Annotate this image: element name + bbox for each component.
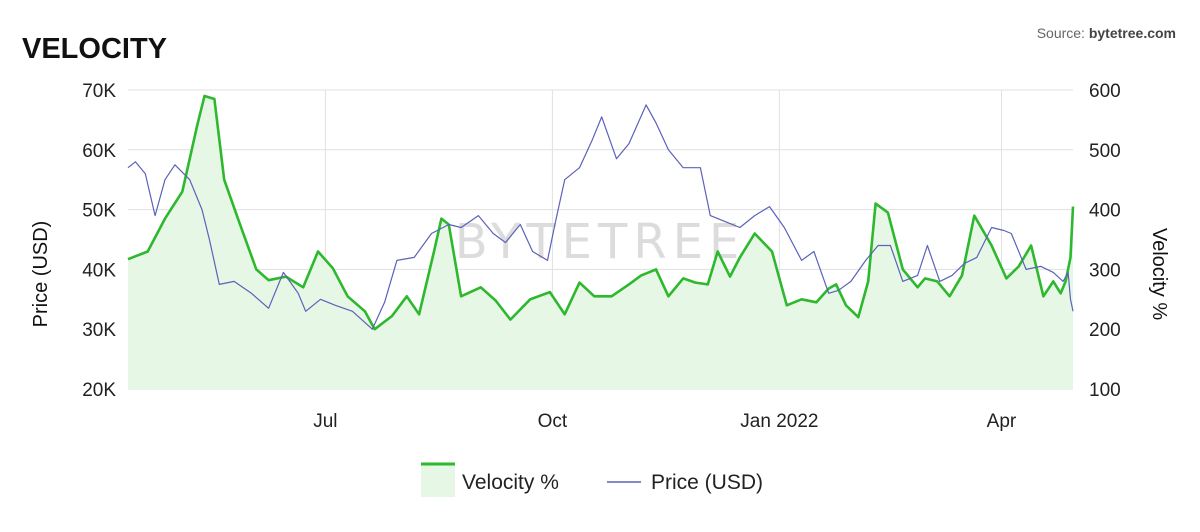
y-left-tick-label: 30K: [82, 320, 116, 341]
series-layer: [127, 94, 1075, 389]
y-right-tick-label: 100: [1089, 380, 1121, 401]
legend: Velocity % Price (USD): [421, 462, 763, 497]
x-tick-label: Oct: [538, 411, 568, 432]
x-tick-label: Jan 2022: [740, 411, 818, 432]
y-left-tick-label: 70K: [82, 81, 116, 102]
chart-title: VELOCITY: [22, 33, 167, 65]
velocity-line: [127, 94, 1075, 331]
watermark: BYTETREE: [455, 214, 746, 270]
chart-source: Source: bytetree.com: [1037, 25, 1176, 41]
y-left-tick-label: 40K: [82, 260, 116, 281]
price-line: [127, 104, 1074, 330]
y-left-title: Price (USD): [30, 221, 52, 328]
legend-velocity-swatch-fill: [421, 464, 455, 497]
legend-price-label: Price (USD): [651, 471, 763, 494]
y-right-tick-label: 400: [1089, 201, 1121, 222]
y-left-tick-label: 50K: [82, 201, 116, 222]
y-right-tick-label: 500: [1089, 141, 1121, 162]
y-left-tick-label: 60K: [82, 141, 116, 162]
y-right-tick-label: 200: [1089, 320, 1121, 341]
y-left-tick-label: 20K: [82, 380, 116, 401]
y-right-title: Velocity %: [1148, 228, 1170, 320]
legend-velocity-label: Velocity %: [462, 471, 559, 494]
axes: 20K 30K 40K 50K 60K 70K 100 200 300 400 500 600 Jul O…: [82, 81, 1121, 432]
velocity-area: [128, 96, 1073, 389]
source-prefix: Source:: [1037, 25, 1089, 41]
y-right-tick-label: 300: [1089, 260, 1121, 281]
source-name: bytetree.com: [1089, 25, 1176, 41]
y-right-tick-label: 600: [1089, 81, 1121, 102]
x-tick-label: Apr: [987, 411, 1017, 432]
x-tick-label: Jul: [313, 411, 337, 432]
